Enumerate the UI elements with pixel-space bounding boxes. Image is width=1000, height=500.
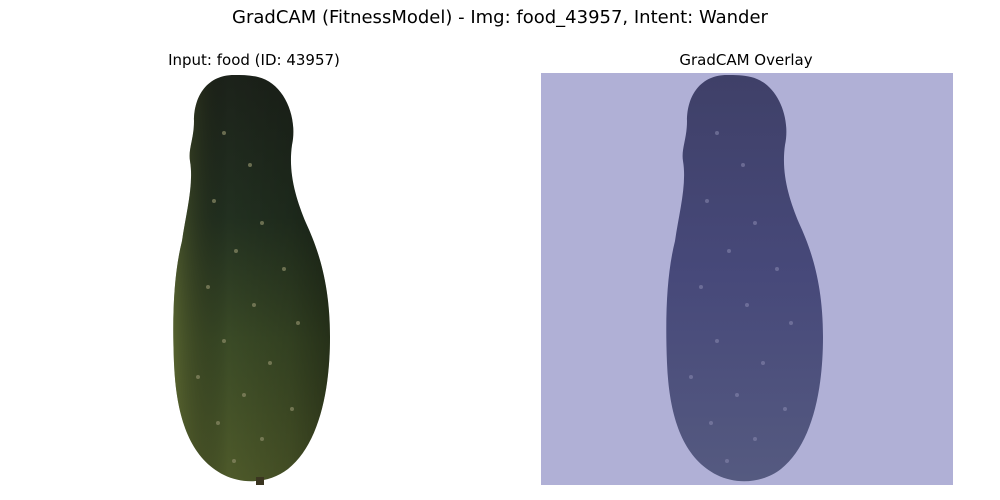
overlay-cucumber xyxy=(666,75,823,482)
cucumber-stem xyxy=(256,477,264,485)
input-panel-title: Input: food (ID: 43957) xyxy=(168,51,340,69)
gradcam-overlay-image xyxy=(541,73,953,485)
cucumber-speckles xyxy=(196,131,300,463)
input-image xyxy=(48,73,460,485)
overlay-panel-title: GradCAM Overlay xyxy=(679,51,813,69)
cucumber-image xyxy=(173,75,330,485)
figure-title: GradCAM (FitnessModel) - Img: food_43957… xyxy=(232,7,768,28)
overlay-speckles xyxy=(689,131,793,463)
overlay-svg xyxy=(541,73,953,485)
